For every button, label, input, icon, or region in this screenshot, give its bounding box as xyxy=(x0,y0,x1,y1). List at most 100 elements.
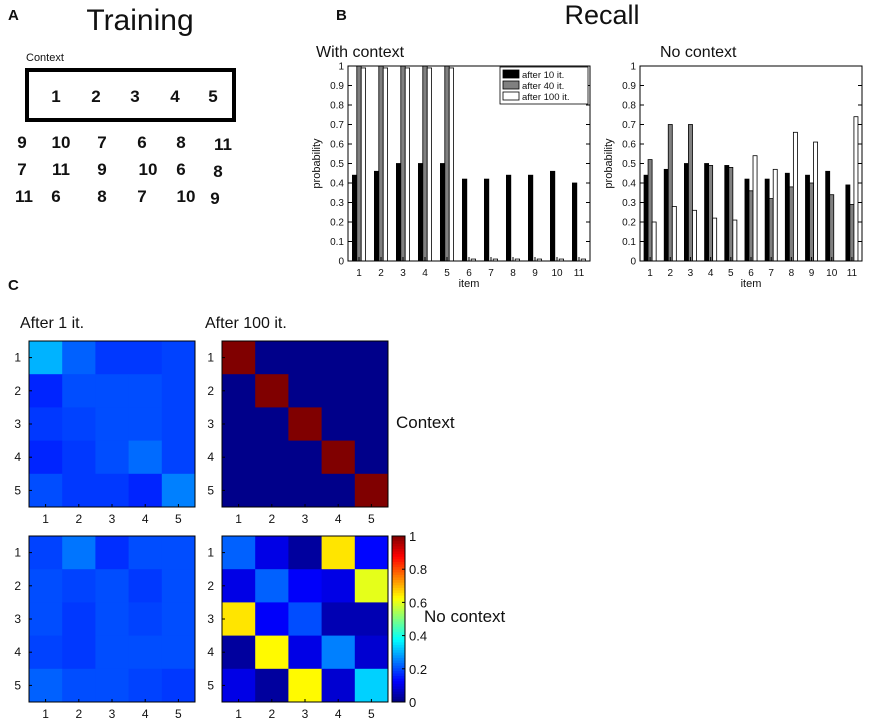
heatmap-cell xyxy=(255,407,289,441)
training-cell: 6 xyxy=(137,133,146,152)
x-tick-label: 4 xyxy=(142,707,149,721)
training-cell: 6 xyxy=(51,187,60,206)
y-tick-label: 0.4 xyxy=(622,179,636,190)
bar xyxy=(732,219,738,262)
y-tick-label: 2 xyxy=(14,579,21,593)
bar xyxy=(651,221,657,262)
colorbar-tick-label: 0.2 xyxy=(409,662,427,677)
heatmap-cell xyxy=(321,341,356,375)
colorbar-segment xyxy=(392,624,405,628)
colorbar-tick-label: 1 xyxy=(409,529,416,544)
heatmap-cell xyxy=(288,602,322,636)
heatmap-cell xyxy=(354,602,389,636)
y-tick-label: 1 xyxy=(630,62,636,73)
heatmap-cell xyxy=(321,536,356,570)
y-tick-label: 0.8 xyxy=(622,101,636,112)
y-tick-label: 2 xyxy=(207,579,214,593)
colorbar-segment xyxy=(392,655,405,659)
y-tick-label: 0.9 xyxy=(330,81,344,92)
heatmap-cell xyxy=(255,569,289,603)
heatmap-cell xyxy=(95,602,129,636)
training-cell: 10 xyxy=(52,133,71,152)
colorbar-segment xyxy=(392,569,405,573)
bar xyxy=(461,178,468,262)
x-tick-label: 8 xyxy=(789,268,795,279)
y-tick-label: 0.2 xyxy=(622,218,636,229)
heatmap-cell xyxy=(161,668,196,703)
x-tick-label: 1 xyxy=(42,512,49,526)
y-tick-label: 1 xyxy=(207,546,214,560)
heatmap-cell xyxy=(321,635,356,670)
heatmap-cell xyxy=(222,440,256,475)
bar xyxy=(671,205,677,262)
heatmap-cell xyxy=(161,473,196,508)
heatmap-nocontext-after1: 1 2 3 4 5 1 2 3 4 5 xyxy=(14,535,196,721)
colorbar-segment xyxy=(392,608,405,612)
colorbar-segment xyxy=(392,577,405,581)
heatmap-cell xyxy=(354,473,389,508)
bar-chart-with-context: With context 0 0.1 0.2 0.3 0.4 0.5 0.6 0.7 0.8 0.9… xyxy=(311,44,591,290)
training-cell: 8 xyxy=(176,133,185,152)
heatmap-cell xyxy=(255,536,289,570)
x-tick-label: 11 xyxy=(847,268,858,279)
heatmap-cell xyxy=(222,635,256,670)
legend-label: after 100 it. xyxy=(522,92,570,103)
colorbar-segment xyxy=(392,683,405,687)
bar xyxy=(768,198,774,262)
bar-chart-no-context: No context00.10.20.30.40.50.60.70.80.911… xyxy=(603,44,863,290)
y-tick-label: 1 xyxy=(207,351,214,365)
heatmap-col-title-after1: After 1 it. xyxy=(20,315,84,332)
x-tick-label: 10 xyxy=(551,268,563,279)
colorbar-segment xyxy=(392,554,405,558)
y-tick-label: 2 xyxy=(14,384,21,398)
colorbar-segment xyxy=(392,582,405,586)
heatmap-cell xyxy=(128,635,163,670)
x-tick-label: 6 xyxy=(466,268,472,279)
bar xyxy=(752,155,758,262)
heatmap-cell xyxy=(62,341,96,375)
colorbar-segment xyxy=(392,574,405,578)
y-tick-label: 0.7 xyxy=(330,120,344,131)
colorbar-segment xyxy=(392,670,405,674)
context-box xyxy=(25,68,236,122)
bar xyxy=(404,67,411,262)
x-tick-label: 3 xyxy=(400,268,406,279)
heatmap-cell xyxy=(161,602,196,636)
heatmap-cell xyxy=(321,602,356,636)
x-tick-label: 2 xyxy=(268,707,275,721)
heatmap-cell xyxy=(95,440,129,475)
heatmap-cell xyxy=(29,635,63,670)
heatmap-cell xyxy=(354,536,389,570)
heatmap-nocontext-after100: 1 2 3 4 5 1 2 3 4 5 xyxy=(207,535,389,721)
bar xyxy=(378,65,384,262)
bar xyxy=(373,170,380,262)
colorbar-segment xyxy=(392,580,405,584)
bar xyxy=(809,182,814,262)
heatmap-cell xyxy=(288,341,322,375)
heatmap-cell xyxy=(288,473,322,508)
heatmap-cell xyxy=(128,569,163,603)
x-tick-label: 3 xyxy=(688,268,694,279)
x-tick-label: 5 xyxy=(728,268,734,279)
colorbar-segment xyxy=(392,546,405,550)
heatmap-cell xyxy=(62,569,96,603)
bar xyxy=(643,174,649,262)
bar xyxy=(845,184,851,262)
x-tick-label: 4 xyxy=(708,268,714,279)
heatmap-cell xyxy=(222,341,256,375)
heatmap-cell xyxy=(321,407,356,441)
recall-title: Recall xyxy=(564,0,639,30)
colorbar-segment xyxy=(392,647,405,651)
x-tick-label: 8 xyxy=(510,268,516,279)
x-axis-label: item xyxy=(741,278,762,290)
y-tick-label: 1 xyxy=(338,62,344,73)
bar xyxy=(849,204,855,262)
bar xyxy=(688,124,693,262)
y-tick-label: 0 xyxy=(338,257,344,268)
x-tick-label: 2 xyxy=(378,268,384,279)
panel-label-b: B xyxy=(336,7,347,24)
x-tick-label: 9 xyxy=(532,268,538,279)
y-tick-label: 5 xyxy=(207,483,214,497)
x-tick-label: 2 xyxy=(268,512,275,526)
heatmap-cell xyxy=(255,668,289,703)
